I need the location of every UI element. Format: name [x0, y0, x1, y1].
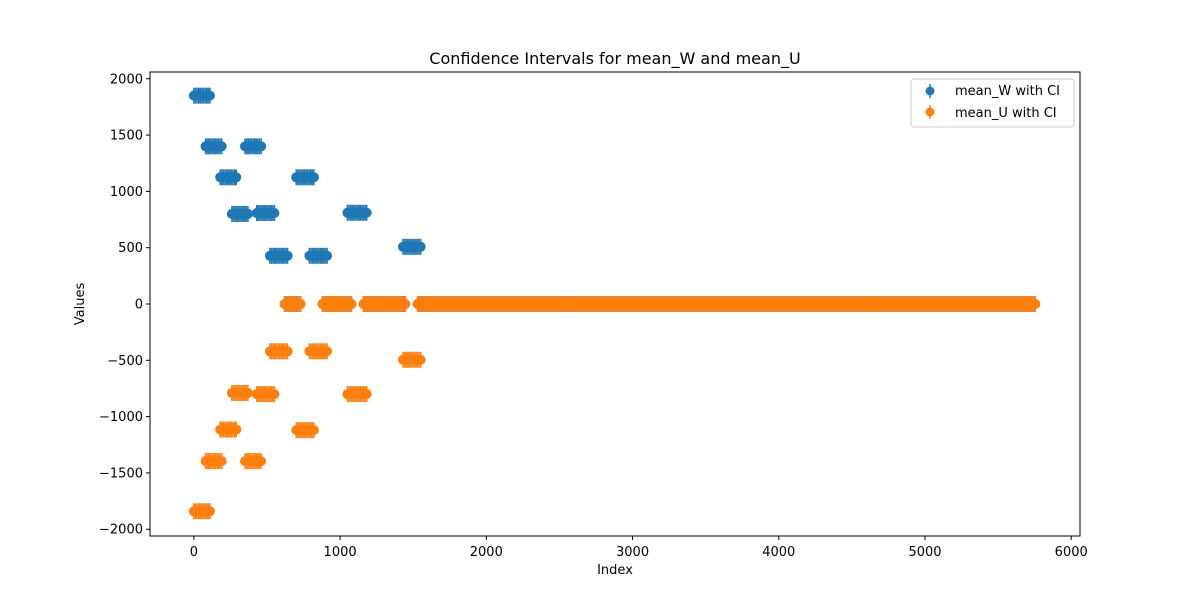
y-tick-label: −500 [107, 354, 143, 369]
y-tick-label: −1000 [99, 410, 143, 425]
y-tick-label: 1000 [110, 185, 143, 200]
x-tick-label: 4000 [762, 545, 795, 560]
data-point [242, 387, 253, 398]
data-point [242, 208, 253, 219]
data-point [231, 424, 242, 435]
y-axis-title: Values [73, 283, 88, 326]
legend-item-mean-u: mean_U with CI [925, 105, 1057, 121]
y-axis: 2000 1500 1000 500 0 −500 −1000 −1500 −2000 [99, 72, 150, 538]
y-tick-label: 1500 [110, 129, 143, 144]
data-point [415, 241, 426, 252]
y-tick-label: 2000 [110, 72, 143, 87]
x-axis: 0 1000 2000 3000 4000 5000 6000 [190, 536, 1088, 560]
x-tick-label: 5000 [908, 545, 941, 560]
x-tick-label: 1000 [324, 545, 357, 560]
data-point [216, 456, 227, 467]
legend-box [910, 78, 1075, 128]
y-tick-label: −2000 [99, 523, 143, 538]
data-point [204, 506, 215, 517]
data-point [308, 172, 319, 183]
legend-marker-mean-w [925, 86, 935, 96]
data-point [204, 90, 215, 101]
data-point [346, 299, 357, 309]
x-tick-label: 3000 [616, 545, 649, 560]
legend: mean_W with CI mean_U with CI [910, 78, 1075, 128]
data-point [231, 172, 242, 183]
data-point [361, 207, 372, 218]
y-tick-label: 0 [135, 298, 143, 313]
y-tick-label: −1500 [99, 466, 143, 481]
data-point [1030, 299, 1041, 309]
data-point [361, 389, 372, 400]
data-point [269, 208, 280, 219]
data-point [295, 299, 306, 309]
data-point [322, 250, 333, 261]
legend-label-mean-w: mean_W with CI [955, 84, 1060, 99]
data-point [269, 389, 280, 400]
data-point [308, 425, 319, 436]
x-tick-label: 2000 [470, 545, 503, 560]
y-tick-label: 500 [118, 241, 143, 256]
data-point [400, 299, 411, 309]
data-point [282, 346, 293, 357]
data-point [216, 141, 227, 152]
x-tick-label: 0 [190, 545, 198, 560]
data-point [256, 456, 267, 467]
plot-area [188, 87, 1041, 520]
x-axis-title: Index [597, 563, 633, 578]
data-point [322, 346, 333, 357]
series-mean-u [188, 296, 1041, 520]
x-tick-label: 6000 [1055, 545, 1088, 560]
data-point [282, 250, 293, 261]
chart-title: Confidence Intervals for mean_W and mean… [429, 49, 800, 69]
legend-item-mean-w: mean_W with CI [925, 84, 1060, 99]
data-point [415, 354, 426, 365]
data-point [256, 141, 267, 152]
legend-label-mean-u: mean_U with CI [955, 106, 1057, 121]
legend-marker-mean-u [925, 107, 935, 117]
